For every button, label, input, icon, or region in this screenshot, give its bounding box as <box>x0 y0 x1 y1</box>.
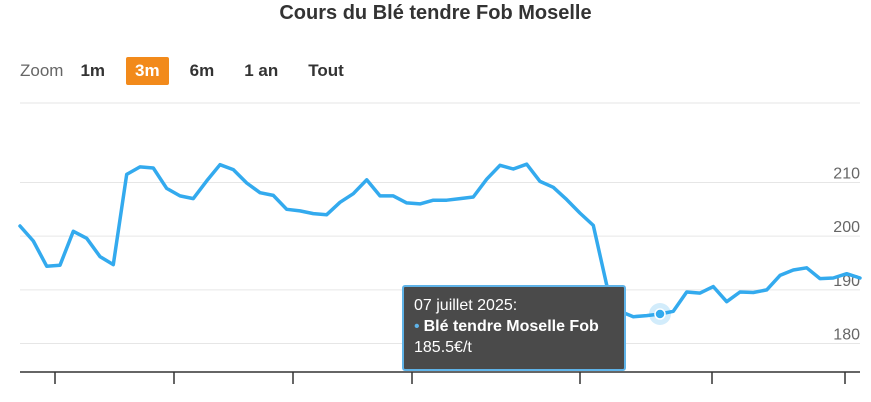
tooltip-date: 07 juillet 2025: <box>414 297 518 314</box>
y-tick-label-200: 200 <box>833 219 860 236</box>
tooltip-series-name: Blé tendre Moselle Fob <box>423 318 599 335</box>
y-tick-label-180: 180 <box>833 327 860 344</box>
zoom-label: Zoom <box>20 61 64 80</box>
chart-title: Cours du Blé tendre Fob Moselle <box>279 2 592 24</box>
series-group <box>18 162 862 326</box>
zoom-1an-button[interactable]: 1 an <box>244 61 279 80</box>
y-tick-label-210: 210 <box>833 165 860 182</box>
zoom-3m-button[interactable]: 3m <box>126 57 169 85</box>
zoom-tout-button[interactable]: Tout <box>308 61 344 80</box>
zoom-1m-button[interactable]: 1m <box>80 61 106 80</box>
zoom-bar: Zoom 1m 3m 6m 1 an Tout <box>20 57 365 85</box>
tooltip: 07 juillet 2025: • Blé tendre Moselle Fob… <box>402 285 626 371</box>
series-dot-icon: • <box>414 318 420 335</box>
highlight-point <box>654 308 666 320</box>
tooltip-series-row: • Blé tendre Moselle Fob <box>414 316 614 337</box>
series-line <box>18 162 862 319</box>
zoom-6m-button[interactable]: 6m <box>189 61 215 80</box>
tooltip-value: 185.5€/t <box>414 339 472 356</box>
x-axis <box>20 371 860 384</box>
